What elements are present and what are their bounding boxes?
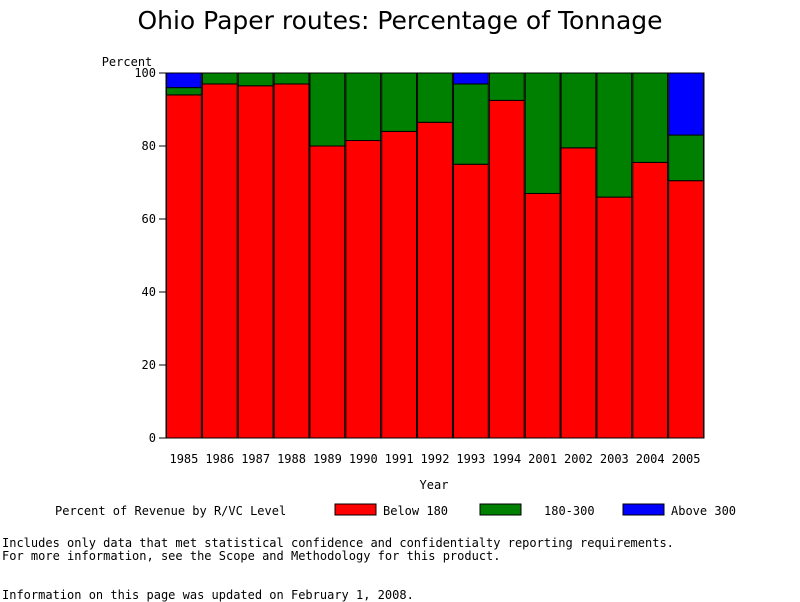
bar-2005-above-300 xyxy=(668,72,705,136)
y-tick-label: 40 xyxy=(142,285,156,299)
x-tick-label: 1986 xyxy=(205,452,234,466)
bar-1993-above-300 xyxy=(452,72,489,85)
bar-1985-above-300 xyxy=(166,72,202,89)
bar-1992-180-300 xyxy=(417,72,453,123)
plot-frame xyxy=(165,72,705,439)
bar-2001-180-300 xyxy=(524,72,561,194)
bar-2004-below-180 xyxy=(632,161,669,439)
x-axis-label: Year xyxy=(420,478,449,492)
footnote-confidence: Includes only data that met statistical … xyxy=(2,536,674,550)
bar-1994-below-180 xyxy=(488,99,525,439)
bar-1986-below-180 xyxy=(201,83,238,439)
bar-1994-180-300 xyxy=(488,72,525,101)
bar-2004-180-300 xyxy=(632,72,669,163)
bar-1987-180-300 xyxy=(237,72,274,87)
legend-label-above-300: Above 300 xyxy=(671,504,736,518)
x-tick-label: 1990 xyxy=(349,452,378,466)
bar-1985-below-180 xyxy=(166,94,202,439)
y-axis: 0 20 40 60 80 100 xyxy=(134,66,166,445)
x-tick-label: 1994 xyxy=(492,452,521,466)
x-tick-label: 1985 xyxy=(169,452,198,466)
bar-1985-180-300 xyxy=(166,87,202,96)
bar-1986-180-300 xyxy=(201,72,238,85)
footnote-updated: Information on this page was updated on … xyxy=(2,588,414,602)
legend-swatch-180-300 xyxy=(479,503,522,516)
x-tick-label: 2005 xyxy=(672,452,701,466)
bar-2002-180-300 xyxy=(560,72,597,149)
bar-2003-180-300 xyxy=(596,72,633,198)
bar-2005-180-300 xyxy=(668,134,705,182)
bars-group xyxy=(166,72,705,439)
bar-1989-180-300 xyxy=(309,72,346,147)
y-tick-label: 100 xyxy=(134,66,156,80)
x-tick-label: 1993 xyxy=(456,452,485,466)
x-tick-label: 2004 xyxy=(636,452,665,466)
bar-1993-180-300 xyxy=(452,83,489,165)
x-tick-label: 1987 xyxy=(241,452,270,466)
y-tick-label: 60 xyxy=(142,212,156,226)
bar-1989-below-180 xyxy=(309,145,346,439)
bar-2003-below-180 xyxy=(596,196,633,439)
x-tick-label: 1992 xyxy=(421,452,450,466)
x-tick-label: 1988 xyxy=(277,452,306,466)
legend-swatch-below-180 xyxy=(334,503,377,516)
legend: Percent of Revenue by R/VC Level Below 1… xyxy=(55,503,736,518)
footnote-methodology: For more information, see the Scope and … xyxy=(2,549,501,563)
y-tick-label: 0 xyxy=(149,431,156,445)
legend-swatch-above-300 xyxy=(622,503,665,516)
x-axis: 1985 1986 1987 1988 1989 1990 1991 1992 1993 1994… xyxy=(169,452,700,466)
bar-1992-below-180 xyxy=(417,121,453,439)
stacked-bar-chart: 0 20 40 60 80 100 1985 1986 1987 1988 1989 1990 199… xyxy=(55,55,736,518)
legend-title: Percent of Revenue by R/VC Level xyxy=(55,504,286,518)
x-tick-label: 1991 xyxy=(385,452,414,466)
bar-1988-180-300 xyxy=(273,72,310,85)
bar-1987-below-180 xyxy=(237,85,274,439)
bar-1990-below-180 xyxy=(345,140,382,439)
bar-1990-180-300 xyxy=(345,72,382,142)
bar-2001-below-180 xyxy=(524,192,561,439)
x-tick-label: 1989 xyxy=(313,452,342,466)
chart-title: Ohio Paper routes: Percentage of Tonnage xyxy=(137,6,663,35)
bar-1988-below-180 xyxy=(273,83,310,439)
x-tick-label: 2002 xyxy=(564,452,593,466)
bar-2002-below-180 xyxy=(560,147,597,439)
y-tick-label: 80 xyxy=(142,139,156,153)
x-tick-label: 2001 xyxy=(528,452,557,466)
bar-1993-below-180 xyxy=(452,163,489,439)
legend-label-below-180: Below 180 xyxy=(383,504,448,518)
bar-1991-180-300 xyxy=(381,72,418,132)
bar-1991-below-180 xyxy=(381,130,418,439)
x-tick-label: 2003 xyxy=(600,452,629,466)
y-axis-label: Percent xyxy=(102,55,153,69)
y-tick-label: 20 xyxy=(142,358,156,372)
bar-2005-below-180 xyxy=(668,180,705,439)
legend-label-180-300: 180-300 xyxy=(544,504,595,518)
